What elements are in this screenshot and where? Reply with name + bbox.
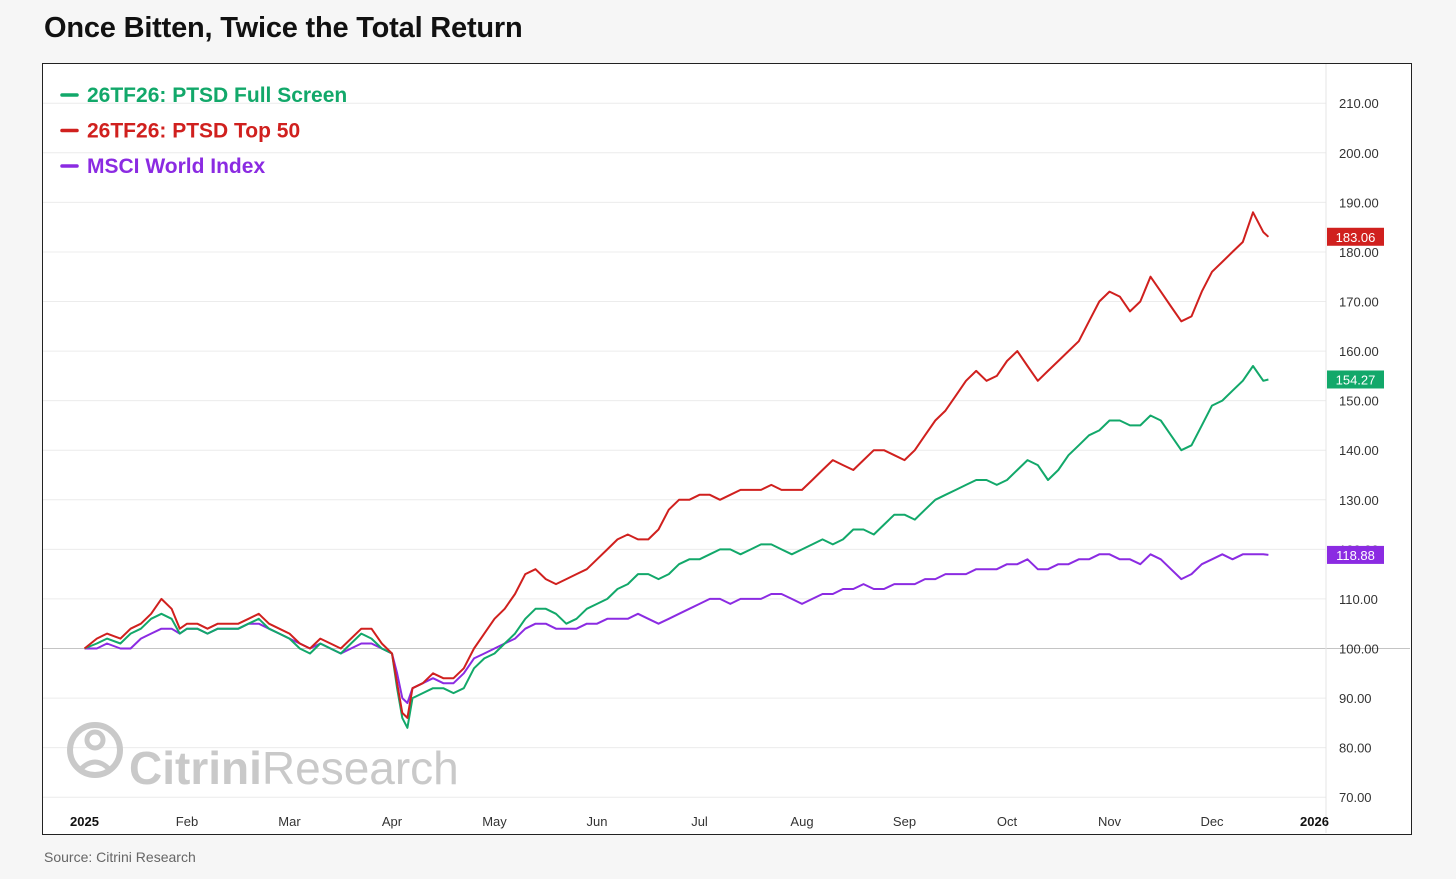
series-line-full-screen <box>84 365 1269 729</box>
gridlines <box>43 102 1326 798</box>
watermark: CitriniResearch <box>67 722 459 794</box>
y-tick-label: 140.00 <box>1339 443 1379 458</box>
x-tick-label: Apr <box>382 814 403 829</box>
y-tick-label: 130.00 <box>1339 493 1379 508</box>
legend-label: MSCI World Index <box>87 155 265 178</box>
series-lines <box>83 211 1270 729</box>
x-tick-label: Feb <box>176 814 198 829</box>
last-value-badges: 154.27 183.06 118.88 <box>1327 227 1384 564</box>
legend-label: 26TF26: PTSD Full Screen <box>87 84 347 107</box>
line-chart: CitriniResearch 70.00 80.00 90.00 100.00 110… <box>43 64 1410 833</box>
y-tick-label: 160.00 <box>1339 344 1379 359</box>
badge-bg <box>1327 227 1384 246</box>
y-tick-label: 180.00 <box>1339 245 1379 260</box>
y-tick-label: 190.00 <box>1339 195 1379 210</box>
x-tick-label: Sep <box>893 814 916 829</box>
series-line-msci <box>84 553 1269 704</box>
watermark-text-light: Research <box>262 742 459 794</box>
chart-frame: CitriniResearch 70.00 80.00 90.00 100.00 110… <box>42 63 1412 835</box>
y-tick-label: 150.00 <box>1339 394 1379 409</box>
legend-item-top50[interactable]: 26TF26: PTSD Top 50 <box>60 120 300 143</box>
badge-bg <box>1327 545 1384 564</box>
y-tick-label: 210.00 <box>1339 96 1379 111</box>
x-tick-label: 2025 <box>70 814 99 829</box>
y-tick-label: 110.00 <box>1339 592 1378 607</box>
legend[interactable]: 26TF26: PTSD Full Screen 26TF26: PTSD Top… <box>60 84 347 178</box>
citrini-logo-icon <box>67 722 123 778</box>
y-tick-label: 200.00 <box>1339 146 1379 161</box>
svg-text:CitriniResearch: CitriniResearch <box>129 742 459 794</box>
legend-item-full-screen[interactable]: 26TF26: PTSD Full Screen <box>60 84 347 107</box>
watermark-text-bold: Citrini <box>129 742 262 794</box>
y-tick-label: 170.00 <box>1339 295 1379 310</box>
badge-value: 118.88 <box>1336 548 1375 563</box>
series-line-top50 <box>83 211 1270 719</box>
badge-value: 183.06 <box>1336 230 1376 245</box>
x-axis: 2025 Feb Mar Apr May Jun Jul Aug Sep Oct Nov Dec 202… <box>70 814 1329 829</box>
x-tick-label: Jul <box>691 814 708 829</box>
x-tick-label: Aug <box>790 814 813 829</box>
x-tick-label: Oct <box>997 814 1018 829</box>
last-value-badge-top50: 183.06 <box>1327 227 1384 246</box>
badge-value: 154.27 <box>1336 372 1376 387</box>
source-note: Source: Citrini Research <box>44 849 196 865</box>
y-tick-label: 70.00 <box>1339 790 1372 805</box>
x-tick-label: Nov <box>1098 814 1122 829</box>
x-tick-label: May <box>482 814 507 829</box>
x-tick-label: 2026 <box>1300 814 1329 829</box>
legend-item-msci[interactable]: MSCI World Index <box>60 155 265 178</box>
badge-bg <box>1327 370 1384 389</box>
chart-title: Once Bitten, Twice the Total Return <box>44 12 523 44</box>
y-axis: 70.0080.0090.00100.00110.00120.00130.001… <box>1325 64 1379 833</box>
y-tick-label: 80.00 <box>1339 741 1372 756</box>
last-value-badge-full-screen: 154.27 <box>1327 370 1384 389</box>
x-tick-label: Dec <box>1200 814 1224 829</box>
x-tick-label: Mar <box>278 814 301 829</box>
last-value-badge-msci: 118.88 <box>1327 545 1384 564</box>
y-tick-label: 90.00 <box>1339 691 1372 706</box>
legend-label: 26TF26: PTSD Top 50 <box>87 120 300 143</box>
y-tick-label: 100.00 <box>1339 642 1379 657</box>
x-tick-label: Jun <box>587 814 608 829</box>
